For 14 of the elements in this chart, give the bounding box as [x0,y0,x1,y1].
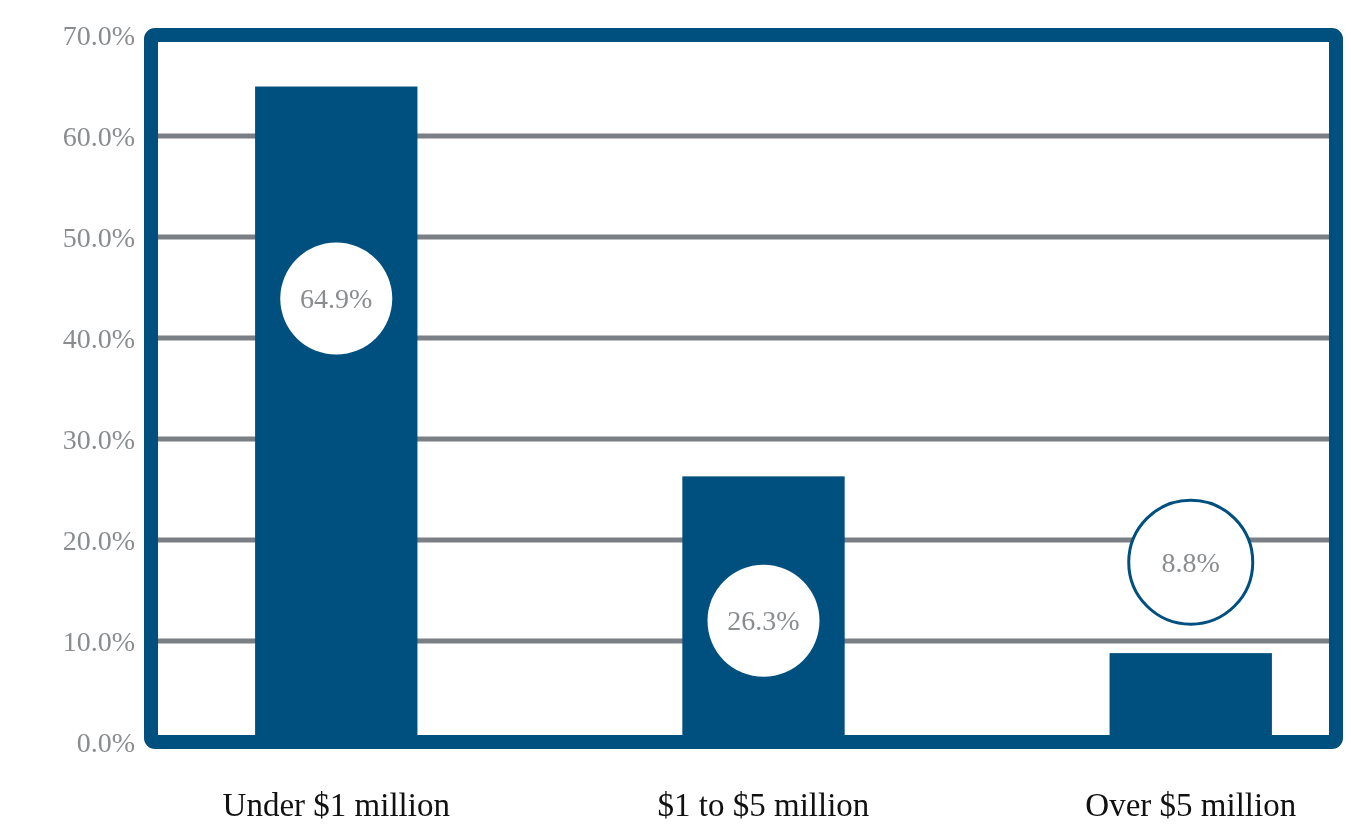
data-label: 26.3% [727,605,800,637]
y-tick-label: 20.0% [62,524,135,556]
y-tick-label: 70.0% [62,19,135,51]
y-tick-label: 10.0% [62,625,135,657]
y-tick-label: 40.0% [62,322,135,354]
y-tick-label: 30.0% [62,423,135,455]
y-tick-label: 50.0% [62,221,135,253]
x-tick-label: $1 to $5 million [657,787,870,823]
x-tick-label: Over $5 million [1085,787,1297,823]
data-label: 8.8% [1161,546,1220,578]
y-tick-label: 60.0% [62,120,135,152]
data-label: 64.9% [300,283,373,315]
y-tick-label: 0.0% [76,726,135,758]
x-tick-label: Under $1 million [222,787,450,823]
